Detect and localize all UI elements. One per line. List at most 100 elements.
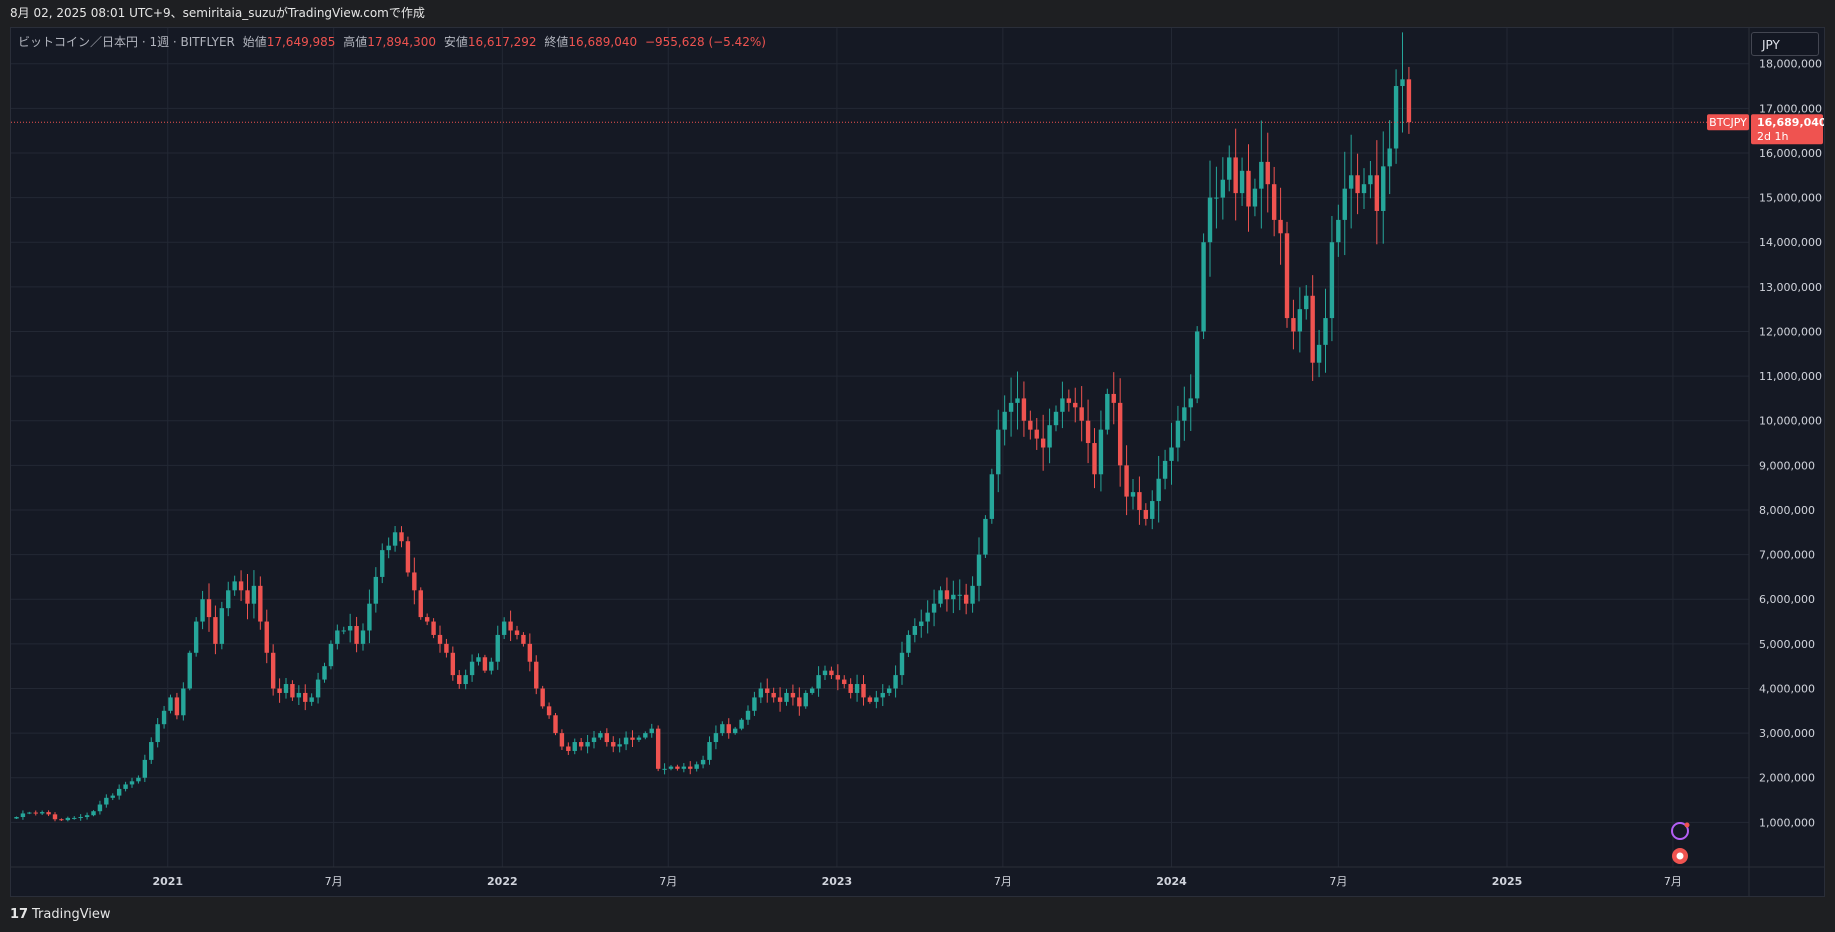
y-tick-label: 1,000,000 — [1759, 816, 1815, 829]
candle-body — [1169, 447, 1174, 461]
candle-body — [963, 594, 969, 604]
candle-body — [1194, 331, 1200, 399]
candle-body — [598, 733, 603, 738]
candle-body — [367, 603, 372, 631]
candle-body — [1162, 460, 1168, 479]
candle-body — [906, 634, 911, 653]
candle-body — [668, 766, 674, 769]
candle-body — [951, 594, 956, 600]
x-tick-label: 2025 — [1492, 875, 1523, 888]
candle-body — [258, 585, 263, 622]
candle-body — [534, 661, 539, 689]
candle-body — [874, 697, 879, 702]
brand-name: TradingView — [32, 907, 111, 922]
candle-body — [572, 742, 577, 751]
candle-body — [1406, 79, 1412, 123]
y-tick-label: 11,000,000 — [1759, 370, 1822, 383]
candle-body — [521, 634, 526, 644]
candle-body — [938, 590, 943, 604]
candle-body — [636, 737, 642, 740]
y-tick-label: 7,000,000 — [1759, 549, 1815, 562]
candle-body — [1291, 318, 1296, 332]
candle-body — [713, 733, 719, 743]
candle-body — [418, 590, 423, 618]
price-tag-bg — [1751, 114, 1823, 145]
candle-body — [623, 737, 629, 745]
candle-body — [1182, 407, 1187, 421]
candle-body — [322, 666, 327, 680]
candle-body — [1098, 429, 1104, 475]
tradingview-logo-icon: 𝟭𝟳 — [10, 907, 29, 922]
candle-body — [149, 742, 154, 760]
candle-body — [226, 590, 231, 609]
price-chart[interactable]: 1,000,000 2,000,000 3,000,000 4,000,000 5,00… — [11, 28, 1824, 896]
candle-body — [155, 724, 160, 743]
candle-body — [412, 572, 417, 591]
candle-body — [1246, 170, 1251, 207]
candle-body — [1040, 438, 1046, 448]
candle-body — [1316, 344, 1322, 363]
y-tick-label: 14,000,000 — [1759, 236, 1822, 249]
candle-body — [591, 737, 597, 743]
candle-body — [546, 706, 552, 716]
close-value: 16,689,040 — [568, 35, 638, 49]
candle-body — [1368, 175, 1373, 185]
candle-body — [39, 812, 45, 814]
candle-body — [1220, 179, 1226, 198]
candle-body — [1310, 295, 1315, 363]
y-tick-label: 9,000,000 — [1759, 459, 1815, 472]
candle-body — [1207, 197, 1213, 243]
candle-body — [1374, 175, 1380, 211]
candle-body — [1361, 184, 1367, 194]
symbol-description: ビットコイン／日本円 · 1週 · BITFLYER — [18, 35, 235, 49]
candle-body — [784, 692, 789, 702]
candle-body — [611, 742, 616, 747]
symbol-tag-bg — [1707, 114, 1749, 131]
candle-body — [1002, 411, 1007, 430]
candle-body — [662, 768, 667, 770]
candle-body — [72, 817, 77, 819]
candle-body — [720, 724, 725, 734]
candle-body — [1105, 393, 1110, 430]
candle-body — [1259, 161, 1264, 189]
candle-body — [835, 675, 841, 680]
candle-body — [168, 697, 173, 711]
candle-body — [405, 541, 411, 573]
close-label: 終値 — [544, 35, 569, 49]
currency-button[interactable]: JPY — [1751, 32, 1819, 56]
candle-body — [482, 657, 488, 671]
candle-body — [1252, 188, 1258, 207]
y-tick-label: 16,000,000 — [1759, 147, 1822, 160]
candle-body — [1021, 398, 1027, 421]
candle-body — [1297, 309, 1303, 332]
chart-area[interactable]: 1,000,000 2,000,000 3,000,000 4,000,000 5,00… — [10, 27, 1825, 897]
candle-body — [277, 688, 282, 693]
candle-body — [309, 697, 314, 702]
candle-body — [20, 813, 26, 818]
candle-body — [161, 710, 167, 725]
candle-body — [1066, 398, 1072, 403]
candle-body — [84, 815, 90, 818]
candle-body — [797, 697, 802, 707]
candle-body — [14, 817, 19, 819]
candle-body — [1028, 420, 1033, 430]
candle-body — [630, 737, 635, 740]
y-tick-label: 18,000,000 — [1759, 58, 1822, 71]
candle-body — [1137, 492, 1142, 510]
y-tick-label: 12,000,000 — [1759, 325, 1822, 338]
candle-body — [739, 719, 744, 729]
candle-body — [476, 657, 481, 662]
y-tick-label: 5,000,000 — [1759, 638, 1815, 651]
high-label: 高値 — [343, 35, 368, 49]
candle-body — [1117, 402, 1123, 466]
candle-body — [842, 679, 847, 685]
candle-body — [437, 634, 443, 644]
y-tick-label: 2,000,000 — [1759, 772, 1815, 785]
candle-body — [1092, 443, 1097, 475]
candle-body — [970, 585, 975, 604]
candle-body — [1034, 429, 1039, 439]
candle-body — [899, 652, 905, 676]
x-tick-label: 2021 — [152, 875, 183, 888]
candle-body — [1156, 478, 1161, 502]
candle-body — [585, 742, 590, 747]
